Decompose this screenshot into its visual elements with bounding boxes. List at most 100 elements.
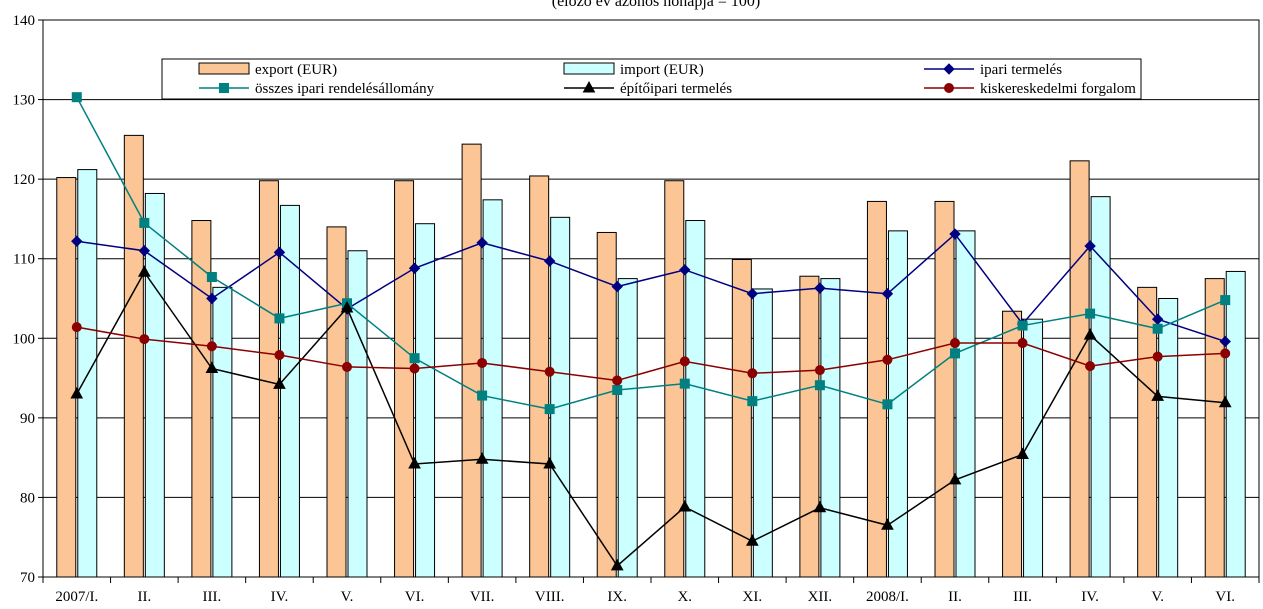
bar-export <box>1137 286 1158 578</box>
bar-export <box>529 175 550 578</box>
point-series-4 <box>950 338 960 349</box>
ticks: 70 80 90 100 110 120 130 140 2007/I. II. III. IV. V.… <box>13 13 1236 605</box>
point-series-3 <box>137 265 151 277</box>
point-series-4 <box>139 334 150 345</box>
bar-import <box>482 199 503 578</box>
legend-marker <box>219 83 229 93</box>
point-series-2 <box>882 399 893 410</box>
legend-label: összes ipari rendelésállomány <box>255 81 435 97</box>
point-series-3 <box>1083 328 1097 340</box>
point-series-2 <box>950 348 960 359</box>
x-tick-label: X. <box>677 589 692 605</box>
y-tick-label: 80 <box>20 490 35 506</box>
point-series-3 <box>205 361 219 374</box>
point-series-1 <box>1084 240 1096 252</box>
point-series-4 <box>206 341 217 352</box>
bar-import <box>955 230 976 578</box>
point-series-1 <box>476 237 488 249</box>
point-series-3 <box>745 534 759 546</box>
point-series-2 <box>814 380 825 391</box>
bar-export <box>123 134 144 578</box>
point-series-1 <box>1219 335 1231 348</box>
point-series-2 <box>679 378 690 389</box>
bar-import <box>347 250 368 578</box>
point-series-2 <box>1152 323 1163 334</box>
y-tick-label: 120 <box>13 172 36 188</box>
chart-title: (előző év azonos hónapja = 100) <box>552 0 761 10</box>
point-series-2 <box>747 396 758 407</box>
bar-export <box>258 180 279 578</box>
point-series-4 <box>612 375 623 386</box>
point-series-1 <box>814 282 826 294</box>
point-series-1 <box>949 228 961 240</box>
bar-import <box>1023 318 1044 578</box>
bar-import <box>279 204 300 578</box>
y-tick-label: 110 <box>13 252 35 268</box>
point-series-3 <box>273 377 286 389</box>
legend-marker <box>582 80 596 93</box>
point-series-4 <box>342 361 352 372</box>
point-series-4 <box>477 357 488 368</box>
point-series-1 <box>543 255 556 267</box>
bar-export <box>866 200 887 578</box>
x-tick-label: IX. <box>607 589 627 605</box>
line-series-2 <box>76 96 1226 410</box>
point-series-1 <box>273 246 286 259</box>
point-series-3 <box>1151 389 1165 401</box>
y-tick-label: 100 <box>13 331 36 347</box>
point-series-4 <box>814 365 825 376</box>
bar-import <box>212 286 233 578</box>
bar-export <box>56 177 77 578</box>
point-series-3 <box>678 499 692 512</box>
y-tick-label: 140 <box>13 13 36 29</box>
bar-export <box>731 259 752 578</box>
bar-import <box>550 216 571 578</box>
point-series-4 <box>1152 351 1163 362</box>
bar-import <box>77 169 98 578</box>
bar-export <box>1002 310 1023 578</box>
bar-import <box>752 288 773 578</box>
bar-export <box>596 231 617 578</box>
x-tick-label: 2007/I. <box>55 589 98 605</box>
point-series-2 <box>1017 320 1028 331</box>
bar-import <box>1225 270 1246 578</box>
point-series-4 <box>409 363 420 374</box>
legend-box <box>161 58 1142 100</box>
point-series-1 <box>206 292 218 305</box>
legend-swatch <box>563 62 615 75</box>
point-series-1 <box>679 264 691 276</box>
point-series-3 <box>1016 447 1029 459</box>
line-series-3 <box>76 270 1226 567</box>
legend-label: import (EUR) <box>620 62 704 78</box>
point-series-4 <box>274 349 285 360</box>
point-series-4 <box>747 368 758 379</box>
legend-marker <box>943 63 955 75</box>
point-series-2 <box>71 92 82 103</box>
x-tick-label: II. <box>137 589 151 605</box>
x-tick-label: III. <box>1013 589 1032 605</box>
bar-export <box>934 200 955 578</box>
x-tick-label: III. <box>203 589 222 605</box>
point-series-2 <box>544 404 555 415</box>
point-series-3 <box>70 386 84 399</box>
bar-export <box>191 220 212 578</box>
x-tick-label: XI. <box>743 589 763 605</box>
bar-import <box>1158 298 1179 578</box>
x-tick-label: XII. <box>808 589 833 605</box>
point-series-2 <box>206 272 217 283</box>
bar-import <box>144 192 165 578</box>
x-tick-label: VII. <box>470 589 495 605</box>
bar-export <box>799 275 820 578</box>
point-series-3 <box>340 301 354 313</box>
point-series-4 <box>544 366 555 377</box>
bar-import <box>820 278 841 578</box>
point-series-4 <box>679 356 690 367</box>
point-series-3 <box>948 472 962 485</box>
x-tick-label: IV. <box>1081 589 1099 605</box>
bar-import <box>1090 196 1111 578</box>
point-series-1 <box>408 262 421 274</box>
point-series-2 <box>139 217 150 228</box>
lines <box>70 92 1232 571</box>
bar-import <box>617 278 638 578</box>
legend-marker <box>944 83 954 93</box>
